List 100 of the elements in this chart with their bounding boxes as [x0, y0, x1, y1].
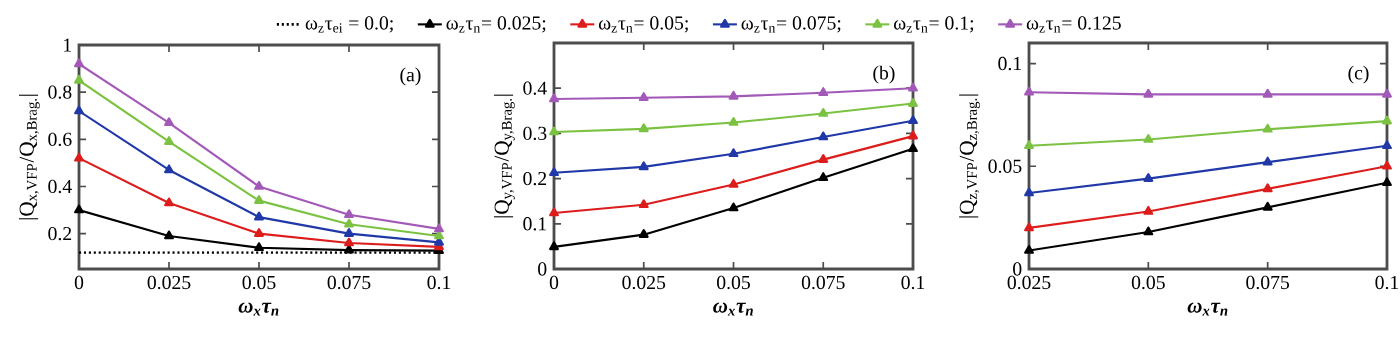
- point: [164, 136, 174, 145]
- x-tick-label: 0: [74, 275, 84, 290]
- point: [74, 152, 84, 162]
- x-axis-title: ω$_{x}$τ$_{n}$: [1187, 302, 1228, 316]
- point: [74, 204, 84, 214]
- point: [1143, 88, 1154, 98]
- point: [638, 199, 649, 209]
- point: [1262, 156, 1273, 166]
- point: [254, 228, 264, 237]
- point: [549, 207, 559, 217]
- point: [164, 117, 174, 127]
- x-axis-title: ω$_{x}$τ$_{n}$: [713, 302, 753, 316]
- point: [1143, 226, 1154, 236]
- point: [254, 180, 264, 190]
- y-tick-label: 1: [64, 38, 71, 52]
- point: [728, 90, 739, 100]
- x-tick-label: 0.1: [1375, 275, 1399, 290]
- point: [74, 105, 84, 115]
- point: [638, 229, 649, 238]
- point: [549, 241, 559, 251]
- point: [344, 209, 354, 219]
- y-tick-label: 0.3: [523, 126, 547, 141]
- x-tick-label: 0.025: [1007, 275, 1051, 290]
- y-tick-label: 0.05: [988, 159, 1022, 173]
- point: [549, 167, 559, 177]
- legend-label: ω$_{z}$τ$_{n}$= 0.1;: [894, 16, 974, 33]
- point: [728, 148, 739, 158]
- point: [549, 93, 559, 103]
- point: [254, 242, 264, 252]
- point: [74, 58, 84, 68]
- annotation: (a): [400, 67, 421, 86]
- y-tick-label: 0.8: [48, 85, 72, 99]
- point: [254, 195, 264, 204]
- point: [344, 237, 354, 247]
- x-tick-label: 0.025: [147, 275, 191, 290]
- y-tick-label: 0.4: [523, 81, 547, 95]
- point: [1262, 201, 1273, 211]
- point: [908, 82, 918, 92]
- x-axis-title: ω$_{x}$τ$_{n}$: [238, 302, 279, 316]
- point: [908, 115, 918, 125]
- y-tick-label: 0.4: [48, 179, 72, 194]
- point: [908, 98, 918, 107]
- point: [638, 161, 649, 171]
- x-tick-label: 0.025: [622, 275, 666, 290]
- point: [1143, 134, 1154, 143]
- y-tick-label: 0.6: [48, 132, 72, 147]
- point: [1024, 222, 1034, 232]
- annotation: (c): [1348, 65, 1369, 84]
- point: [818, 172, 829, 182]
- y-tick-label: 0.2: [523, 171, 547, 186]
- legend-label: ω$_{z}$τ$_{ei}$ = 0.0;: [305, 16, 393, 33]
- point: [908, 143, 918, 153]
- point: [1024, 86, 1034, 96]
- legend-label: ω$_{z}$τ$_{n}$= 0.025;: [446, 16, 546, 33]
- point: [818, 131, 829, 141]
- x-tick-label: 0.05: [717, 275, 750, 290]
- point: [908, 130, 918, 140]
- point: [1262, 88, 1273, 98]
- point: [1143, 205, 1154, 215]
- y-tick-label: 0.1: [523, 217, 546, 231]
- point: [1382, 177, 1392, 187]
- point: [254, 211, 264, 221]
- point: [1382, 115, 1392, 125]
- point: [818, 87, 829, 97]
- y-axis-title: |Q$_{x,VFP}$/Q$_{x,Brag.}$|: [18, 94, 40, 220]
- x-tick-label: 0: [549, 275, 559, 290]
- point: [638, 92, 649, 102]
- point: [1262, 123, 1273, 133]
- x-tick-label: 0.075: [327, 275, 371, 290]
- x-tick-label: 0.075: [801, 275, 845, 290]
- point: [74, 74, 84, 84]
- annotation: (b): [873, 65, 895, 84]
- y-tick-label: 0: [1013, 262, 1022, 276]
- legend-label: ω$_{z}$τ$_{n}$= 0.075;: [741, 16, 841, 33]
- point: [1143, 173, 1154, 182]
- point: [1024, 187, 1034, 197]
- point: [164, 230, 174, 240]
- point: [728, 178, 739, 188]
- y-tick-label: 0.2: [48, 226, 72, 241]
- point: [434, 223, 444, 233]
- legend-label: ω$_{z}$τ$_{n}$= 0.05;: [598, 16, 688, 33]
- legend-label: ω$_{z}$τ$_{n}$= 0.125: [1026, 16, 1121, 33]
- point: [638, 123, 649, 133]
- y-axis-title: |Q$_{y,VFP}$/Q$_{y,Brag.}$|: [493, 94, 515, 218]
- point: [818, 154, 829, 163]
- x-tick-label: 0.1: [901, 275, 925, 290]
- x-tick-label: 0.1: [427, 275, 451, 290]
- point: [728, 202, 739, 212]
- point: [1024, 244, 1034, 254]
- y-tick-label: 0.1: [998, 56, 1021, 71]
- point: [164, 197, 174, 207]
- point: [344, 218, 354, 228]
- point: [164, 164, 174, 174]
- x-tick-label: 0.05: [242, 275, 276, 290]
- point: [728, 117, 739, 126]
- point: [1262, 183, 1273, 193]
- point: [1382, 88, 1392, 98]
- x-tick-label: 0.05: [1131, 275, 1165, 290]
- point: [1382, 140, 1392, 150]
- point: [549, 126, 559, 136]
